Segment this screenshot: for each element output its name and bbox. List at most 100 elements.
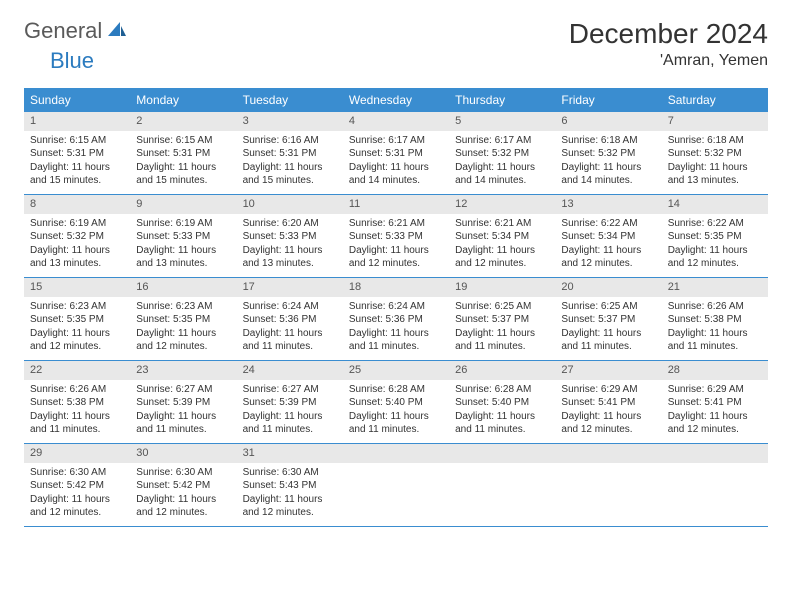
sunset-text: Sunset: 5:31 PM xyxy=(136,147,230,161)
day-number: 6 xyxy=(555,112,661,131)
day-number xyxy=(555,444,661,463)
calendar-day: 15Sunrise: 6:23 AMSunset: 5:35 PMDayligh… xyxy=(24,278,130,360)
daylight-text: and 13 minutes. xyxy=(30,257,124,271)
daylight-text: Daylight: 11 hours xyxy=(561,410,655,424)
day-content: Sunrise: 6:19 AMSunset: 5:33 PMDaylight:… xyxy=(130,214,236,277)
day-content: Sunrise: 6:29 AMSunset: 5:41 PMDaylight:… xyxy=(662,380,768,443)
daylight-text: Daylight: 11 hours xyxy=(30,244,124,258)
daylight-text: and 11 minutes. xyxy=(243,423,337,437)
weekday-header: Sunday xyxy=(24,88,130,112)
daylight-text: Daylight: 11 hours xyxy=(136,244,230,258)
day-content: Sunrise: 6:22 AMSunset: 5:34 PMDaylight:… xyxy=(555,214,661,277)
day-number: 13 xyxy=(555,195,661,214)
daylight-text: Daylight: 11 hours xyxy=(668,327,762,341)
day-number: 26 xyxy=(449,361,555,380)
weekday-header-row: Sunday Monday Tuesday Wednesday Thursday… xyxy=(24,88,768,112)
calendar-day: 24Sunrise: 6:27 AMSunset: 5:39 PMDayligh… xyxy=(237,361,343,443)
sunrise-text: Sunrise: 6:29 AM xyxy=(668,383,762,397)
day-number xyxy=(343,444,449,463)
title-block: December 2024 'Amran, Yemen xyxy=(569,18,768,70)
day-number xyxy=(449,444,555,463)
daylight-text: and 15 minutes. xyxy=(243,174,337,188)
day-number: 10 xyxy=(237,195,343,214)
sunset-text: Sunset: 5:40 PM xyxy=(455,396,549,410)
day-content: Sunrise: 6:26 AMSunset: 5:38 PMDaylight:… xyxy=(662,297,768,360)
daylight-text: and 11 minutes. xyxy=(136,423,230,437)
day-number: 4 xyxy=(343,112,449,131)
day-number: 20 xyxy=(555,278,661,297)
sunset-text: Sunset: 5:41 PM xyxy=(668,396,762,410)
daylight-text: Daylight: 11 hours xyxy=(455,327,549,341)
day-content: Sunrise: 6:15 AMSunset: 5:31 PMDaylight:… xyxy=(24,131,130,194)
day-number: 27 xyxy=(555,361,661,380)
daylight-text: Daylight: 11 hours xyxy=(561,161,655,175)
sunrise-text: Sunrise: 6:18 AM xyxy=(668,134,762,148)
calendar-day: 13Sunrise: 6:22 AMSunset: 5:34 PMDayligh… xyxy=(555,195,661,277)
sunrise-text: Sunrise: 6:20 AM xyxy=(243,217,337,231)
daylight-text: Daylight: 11 hours xyxy=(243,493,337,507)
weekday-header: Saturday xyxy=(662,88,768,112)
calendar-week: 29 Sunrise: 6:30 AM Sunset: 5:42 PM Dayligh… xyxy=(24,444,768,527)
calendar-day: 28Sunrise: 6:29 AMSunset: 5:41 PMDayligh… xyxy=(662,361,768,443)
daylight-text: Daylight: 11 hours xyxy=(668,410,762,424)
calendar-day: 8Sunrise: 6:19 AMSunset: 5:32 PMDaylight… xyxy=(24,195,130,277)
day-number: 19 xyxy=(449,278,555,297)
sunrise-text: Sunrise: 6:30 AM xyxy=(243,466,337,480)
day-number: 9 xyxy=(130,195,236,214)
sunset-text: Sunset: 5:31 PM xyxy=(30,147,124,161)
day-content: Sunrise: 6:20 AMSunset: 5:33 PMDaylight:… xyxy=(237,214,343,277)
daylight-text: and 15 minutes. xyxy=(136,174,230,188)
day-number: 5 xyxy=(449,112,555,131)
day-number: 2 xyxy=(130,112,236,131)
sunset-text: Sunset: 5:34 PM xyxy=(455,230,549,244)
day-content: Sunrise: 6:23 AMSunset: 5:35 PMDaylight:… xyxy=(130,297,236,360)
sunset-text: Sunset: 5:36 PM xyxy=(243,313,337,327)
day-number: 17 xyxy=(237,278,343,297)
day-content: Sunrise: 6:27 AMSunset: 5:39 PMDaylight:… xyxy=(237,380,343,443)
daylight-text: and 12 minutes. xyxy=(30,340,124,354)
sunset-text: Sunset: 5:37 PM xyxy=(561,313,655,327)
calendar-day: 5Sunrise: 6:17 AMSunset: 5:32 PMDaylight… xyxy=(449,112,555,194)
day-number: 25 xyxy=(343,361,449,380)
calendar-day: 26Sunrise: 6:28 AMSunset: 5:40 PMDayligh… xyxy=(449,361,555,443)
daylight-text: Daylight: 11 hours xyxy=(561,327,655,341)
sunset-text: Sunset: 5:32 PM xyxy=(668,147,762,161)
sunrise-text: Sunrise: 6:21 AM xyxy=(349,217,443,231)
sunrise-text: Sunrise: 6:19 AM xyxy=(30,217,124,231)
sunrise-text: Sunrise: 6:28 AM xyxy=(349,383,443,397)
day-number: 16 xyxy=(130,278,236,297)
day-number: 29 xyxy=(24,444,130,463)
weekday-header: Friday xyxy=(555,88,661,112)
day-content: Sunrise: 6:21 AMSunset: 5:34 PMDaylight:… xyxy=(449,214,555,277)
daylight-text: Daylight: 11 hours xyxy=(349,161,443,175)
daylight-text: and 14 minutes. xyxy=(455,174,549,188)
sunset-text: Sunset: 5:37 PM xyxy=(455,313,549,327)
sunrise-text: Sunrise: 6:22 AM xyxy=(561,217,655,231)
day-content: Sunrise: 6:29 AMSunset: 5:41 PMDaylight:… xyxy=(555,380,661,443)
day-number: 7 xyxy=(662,112,768,131)
location-label: 'Amran, Yemen xyxy=(569,52,768,70)
day-number: 31 xyxy=(237,444,343,463)
sunrise-text: Sunrise: 6:23 AM xyxy=(136,300,230,314)
day-number: 14 xyxy=(662,195,768,214)
sunrise-text: Sunrise: 6:16 AM xyxy=(243,134,337,148)
day-content: Sunrise: 6:24 AMSunset: 5:36 PMDaylight:… xyxy=(343,297,449,360)
calendar-day: 2Sunrise: 6:15 AMSunset: 5:31 PMDaylight… xyxy=(130,112,236,194)
day-content: Sunrise: 6:27 AMSunset: 5:39 PMDaylight:… xyxy=(130,380,236,443)
weekday-header: Wednesday xyxy=(343,88,449,112)
calendar-day: 4Sunrise: 6:17 AMSunset: 5:31 PMDaylight… xyxy=(343,112,449,194)
daylight-text: and 11 minutes. xyxy=(561,340,655,354)
daylight-text: and 11 minutes. xyxy=(349,340,443,354)
day-number: 22 xyxy=(24,361,130,380)
sunrise-text: Sunrise: 6:28 AM xyxy=(455,383,549,397)
day-number: 30 xyxy=(130,444,236,463)
sunset-text: Sunset: 5:31 PM xyxy=(349,147,443,161)
daylight-text: Daylight: 11 hours xyxy=(349,410,443,424)
daylight-text: and 11 minutes. xyxy=(243,340,337,354)
calendar-day: 31Sunrise: 6:30 AMSunset: 5:43 PMDayligh… xyxy=(237,444,343,526)
calendar-day xyxy=(555,444,661,526)
sunset-text: Sunset: 5:42 PM xyxy=(30,479,124,493)
sunset-text: Sunset: 5:32 PM xyxy=(561,147,655,161)
daylight-text: Daylight: 11 hours xyxy=(136,493,230,507)
sunrise-text: Sunrise: 6:27 AM xyxy=(243,383,337,397)
